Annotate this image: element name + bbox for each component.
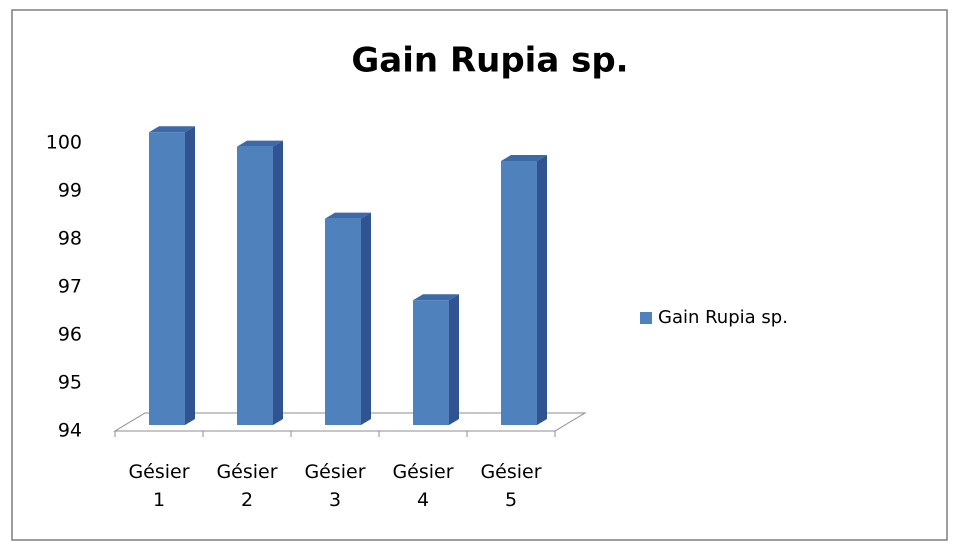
y-tick-label: 97	[58, 276, 82, 298]
bar-side	[273, 140, 283, 425]
bar	[149, 132, 185, 425]
bar-side	[537, 155, 547, 425]
x-tick-label: Gésier 1	[128, 461, 190, 511]
y-tick-label: 95	[58, 372, 82, 394]
bar	[501, 161, 537, 425]
bar	[237, 146, 273, 425]
y-tick-label: 100	[46, 132, 82, 154]
bar-side	[449, 294, 459, 425]
bar-top	[149, 126, 195, 133]
y-tick-label: 98	[58, 228, 82, 250]
bar-top	[501, 155, 547, 161]
bar-side	[361, 212, 371, 425]
y-tick-label: 94	[58, 420, 82, 442]
x-tick-label: Gésier 5	[480, 461, 542, 511]
x-tick-label: Gésier 3	[304, 461, 366, 511]
y-tick-label: 96	[58, 324, 82, 346]
bar-top	[237, 140, 283, 147]
bar	[325, 218, 361, 425]
bar-side	[185, 126, 195, 425]
x-tick-label: Gésier 2	[216, 461, 278, 511]
legend-label: Gain Rupia sp.	[658, 307, 788, 328]
y-tick-label: 99	[58, 180, 82, 202]
legend-swatch	[640, 312, 652, 324]
bar-top	[325, 212, 371, 219]
bar-top	[413, 294, 459, 301]
x-tick-label: Gésier 4	[392, 461, 454, 511]
bar	[413, 300, 449, 425]
chart-title: Gain Rupia sp.	[351, 41, 628, 81]
